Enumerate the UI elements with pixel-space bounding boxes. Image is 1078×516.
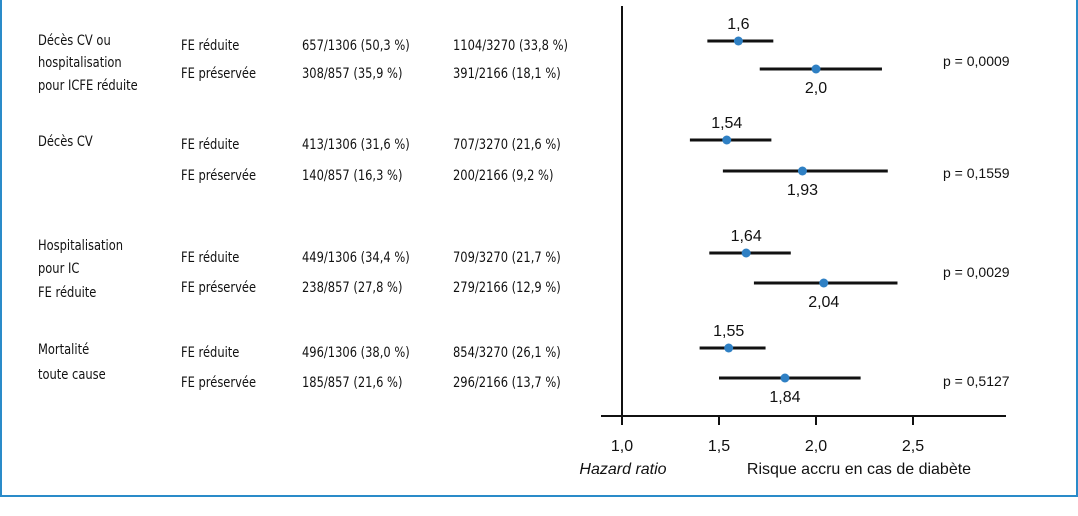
p-value: p = 0,5127 — [943, 373, 1010, 389]
x-axis-right-label: Risque accru en cas de diabète — [747, 461, 971, 478]
events-col2: 200/2166 (9,2 %) — [453, 168, 554, 184]
hr-label: 2,0 — [805, 80, 827, 97]
group-label: toute cause — [38, 367, 106, 383]
subgroup-label: FE réduite — [181, 38, 240, 54]
subgroup-label: FE réduite — [181, 137, 240, 153]
events-col1: 185/857 (21,6 %) — [302, 375, 403, 391]
events-col1: 496/1306 (38,0 %) — [302, 345, 410, 361]
hr-label: 1,54 — [711, 115, 742, 132]
hr-point — [780, 373, 790, 383]
hr-point — [797, 166, 807, 176]
group-label: Décès CV — [38, 134, 93, 150]
hr-point — [819, 278, 829, 288]
group-label: Décès CV ou — [38, 33, 111, 49]
p-value: p = 0,0029 — [943, 264, 1010, 280]
hr-label: 1,6 — [727, 16, 749, 33]
subgroup-label: FE préservée — [181, 280, 257, 296]
hr-label: 1,93 — [787, 182, 818, 199]
p-value: p = 0,0009 — [943, 53, 1010, 69]
events-col1: 140/857 (16,3 %) — [302, 168, 403, 184]
hr-label: 2,04 — [808, 294, 839, 311]
hr-point — [733, 36, 743, 46]
figure-frame — [0, 0, 1078, 497]
group-label: Mortalité — [38, 342, 90, 358]
p-value: p = 0,1559 — [943, 165, 1010, 181]
subgroup-label: FE préservée — [181, 66, 257, 82]
hr-label: 1,64 — [731, 228, 762, 245]
group-label: FE réduite — [38, 285, 97, 301]
hr-point — [741, 248, 751, 258]
events-col1: 238/857 (27,8 %) — [302, 280, 403, 296]
hr-point — [722, 135, 732, 145]
group-label: Hospitalisation — [38, 238, 124, 254]
events-col2: 1104/3270 (33,8 %) — [453, 38, 569, 54]
group-label: pour IC — [38, 261, 80, 277]
events-col2: 707/3270 (21,6 %) — [453, 137, 561, 153]
hr-label: 1,55 — [713, 323, 744, 340]
x-tick-label: 2,5 — [902, 438, 924, 455]
x-tick-label: 1,5 — [708, 438, 730, 455]
x-tick-label: 1,0 — [611, 438, 633, 455]
hr-label: 1,84 — [769, 389, 800, 406]
subgroup-label: FE préservée — [181, 375, 257, 391]
events-col1: 657/1306 (50,3 %) — [302, 38, 410, 54]
events-col2: 709/3270 (21,7 %) — [453, 250, 561, 266]
group-label: pour ICFE réduite — [38, 78, 138, 94]
x-axis-left-label: Hazard ratio — [579, 461, 666, 478]
events-col1: 308/857 (35,9 %) — [302, 66, 403, 82]
hr-point — [811, 64, 821, 74]
group-label: hospitalisation — [38, 55, 122, 71]
x-tick-label: 2,0 — [805, 438, 827, 455]
events-col2: 279/2166 (12,9 %) — [453, 280, 561, 296]
events-col2: 296/2166 (13,7 %) — [453, 375, 561, 391]
hr-point — [724, 343, 734, 353]
subgroup-label: FE préservée — [181, 168, 257, 184]
subgroup-label: FE réduite — [181, 345, 240, 361]
events-col2: 854/3270 (26,1 %) — [453, 345, 561, 361]
events-col2: 391/2166 (18,1 %) — [453, 66, 561, 82]
events-col1: 413/1306 (31,6 %) — [302, 137, 410, 153]
events-col1: 449/1306 (34,4 %) — [302, 250, 410, 266]
subgroup-label: FE réduite — [181, 250, 240, 266]
